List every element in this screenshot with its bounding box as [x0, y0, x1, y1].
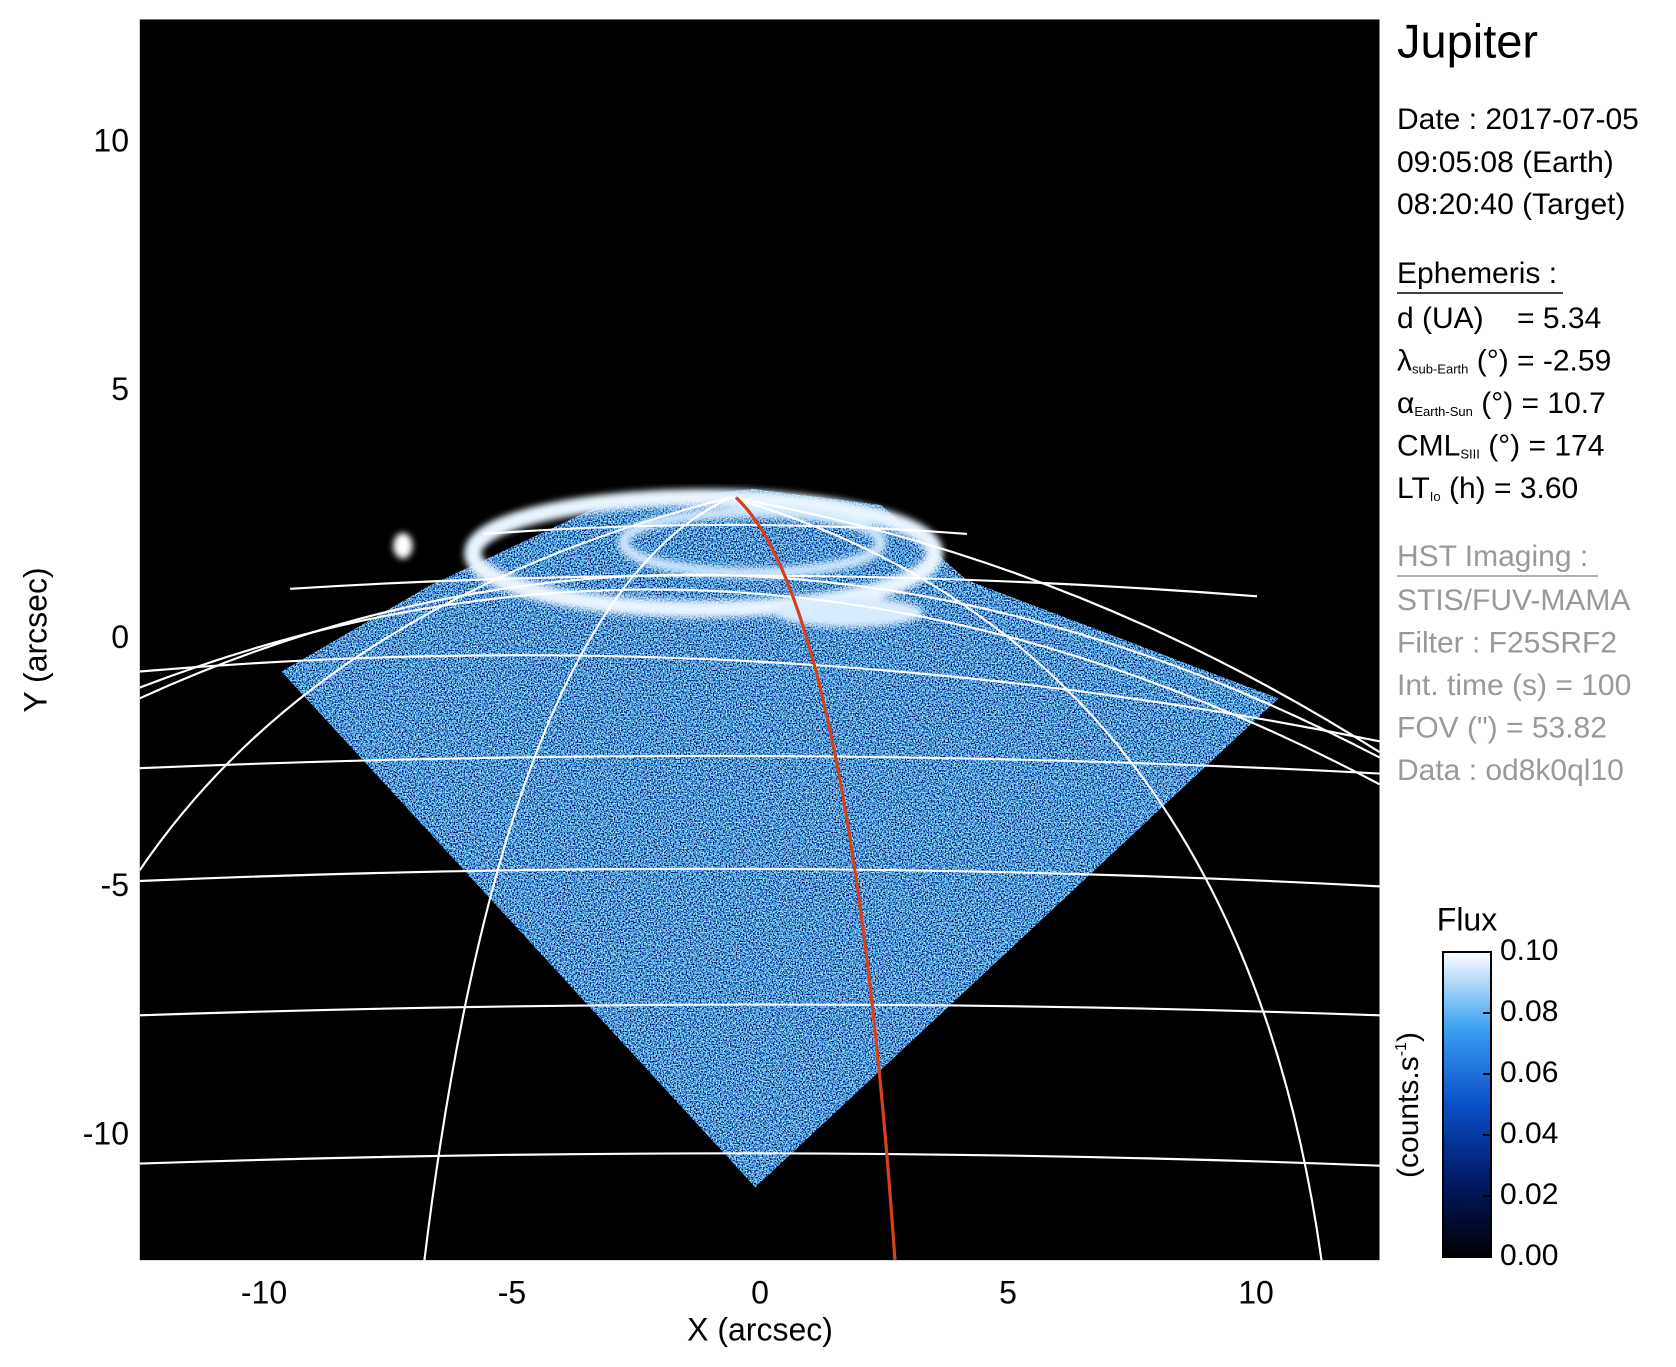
x-tick-label: 0 — [751, 1274, 769, 1310]
info-text: (°) = -2.59 — [1468, 344, 1611, 377]
info-heading: Ephemeris : — [1397, 257, 1557, 290]
colorbar — [1442, 951, 1492, 1258]
info-line: d (UA) = 5.34 — [1397, 302, 1601, 335]
info-line: αEarth-Sun (°) = 10.7 — [1397, 387, 1606, 420]
x-tick-label: 5 — [999, 1274, 1017, 1310]
info-line: Data : od8k0ql10 — [1397, 754, 1624, 787]
colorbar-tick-label: 0.02 — [1500, 1178, 1558, 1211]
x-tick-label: 10 — [1238, 1274, 1274, 1310]
planet-grid — [139, 496, 1380, 1261]
info-line: 09:05:08 (Earth) — [1397, 146, 1614, 179]
info-head: α — [1397, 387, 1414, 420]
colorbar-label: (counts.s-1) — [1392, 1032, 1425, 1178]
colorbar-tick-label: 0.08 — [1500, 995, 1558, 1028]
info-text: (°) = 10.7 — [1473, 387, 1606, 420]
info-line: 08:20:40 (Target) — [1397, 188, 1625, 221]
colorbar-title: Flux — [1437, 901, 1497, 937]
x-tick-label: -5 — [498, 1274, 526, 1310]
info-head: LT — [1397, 472, 1430, 505]
y-tick-label: -10 — [83, 1115, 129, 1151]
y-tick-label: 5 — [111, 371, 129, 407]
colorbar-tick-label: 0.00 — [1500, 1239, 1558, 1272]
info-head: CML — [1397, 429, 1460, 462]
label-text: ) — [1392, 1032, 1425, 1042]
label-text: (counts.s — [1392, 1056, 1425, 1178]
info-sub: SIII — [1460, 446, 1480, 461]
y-axis-label: Y (arcsec) — [17, 567, 53, 712]
info-line: LTIo (h) = 3.60 — [1397, 472, 1578, 505]
info-sub: Io — [1430, 489, 1441, 504]
info-line: Date : 2017-07-05 — [1397, 103, 1639, 136]
x-tick-label: -10 — [241, 1274, 287, 1310]
colorbar-tick-label: 0.04 — [1500, 1117, 1558, 1150]
info-line: Filter : F25SRF2 — [1397, 626, 1617, 659]
info-line: Int. time (s) = 100 — [1397, 669, 1631, 702]
title: Jupiter — [1397, 14, 1538, 67]
info-line: CMLSIII (°) = 174 — [1397, 429, 1604, 462]
y-tick-label: 0 — [111, 619, 129, 655]
y-tick-label: 10 — [93, 123, 129, 159]
info-sub: Earth-Sun — [1414, 404, 1473, 419]
colorbar-tick-label: 0.10 — [1500, 934, 1558, 967]
x-axis-label: X (arcsec) — [687, 1311, 833, 1347]
info-line: STIS/FUV-MAMA — [1397, 584, 1630, 617]
info-head: d (UA) = 5.34 — [1397, 302, 1601, 335]
label-sup: -1 — [1393, 1042, 1410, 1056]
image-layer — [139, 19, 1380, 1261]
info-line: FOV (") = 53.82 — [1397, 711, 1607, 744]
info-head: λ — [1397, 344, 1412, 377]
info-line: λsub-Earth (°) = -2.59 — [1397, 344, 1611, 377]
y-tick-label: -5 — [101, 867, 129, 903]
colorbar-tick-label: 0.06 — [1500, 1056, 1558, 1089]
info-sub: sub-Earth — [1412, 361, 1468, 376]
info-text: (°) = 174 — [1480, 429, 1605, 462]
aurora — [393, 488, 944, 628]
image-data — [281, 488, 1279, 1188]
info-text: (h) = 3.60 — [1441, 472, 1579, 505]
info-heading: HST Imaging : — [1397, 540, 1588, 573]
